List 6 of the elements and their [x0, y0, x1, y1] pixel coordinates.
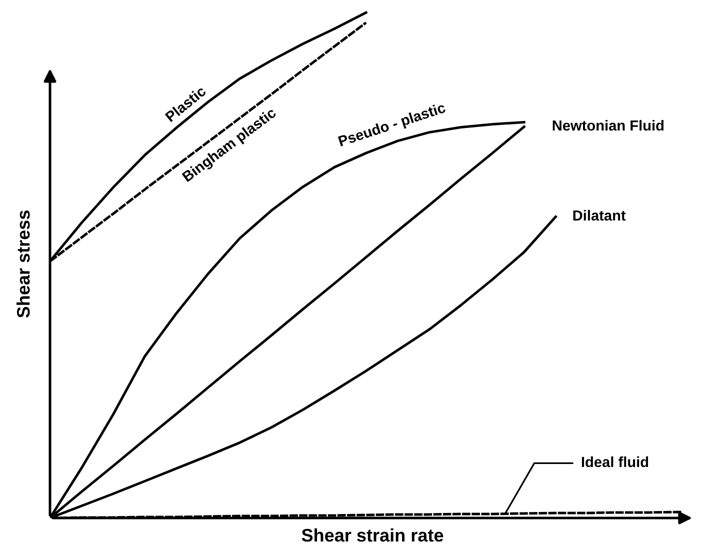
text: Pseudo - plastic	[338, 102, 447, 150]
series-label: Newtonian Fluid	[552, 120, 664, 131]
x-axis-title: Shear strain rate	[302, 528, 444, 542]
text: Ideal fluid	[582, 456, 648, 468]
y-axis-title: Shear stress	[16, 210, 30, 318]
series-label: Dilatant	[573, 210, 626, 221]
